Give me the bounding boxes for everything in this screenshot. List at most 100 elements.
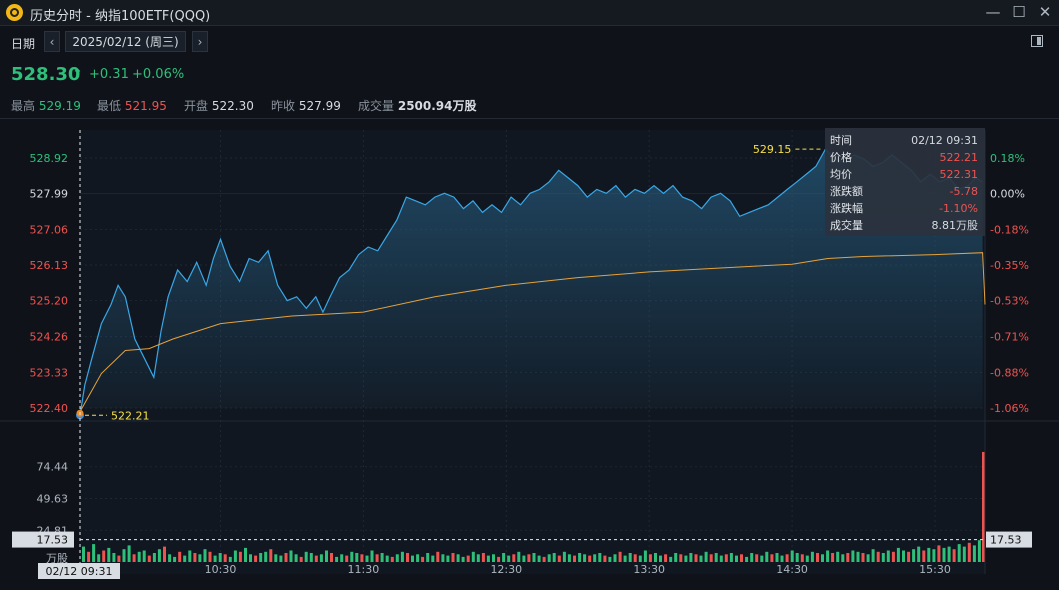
volume-bar xyxy=(628,553,632,562)
volume-bar xyxy=(704,551,708,562)
volume-bar xyxy=(350,551,354,562)
volume-bar xyxy=(537,555,541,562)
stat-low: 最低 521.95 xyxy=(97,97,167,114)
next-day-button[interactable]: › xyxy=(192,31,208,52)
volume-bar xyxy=(785,554,789,562)
volume-bar xyxy=(400,551,404,562)
volume-bar xyxy=(871,549,875,562)
volume-bar xyxy=(213,555,217,562)
close-button[interactable]: ✕ xyxy=(1038,3,1052,21)
stat-label: 开盘 xyxy=(184,99,209,113)
volume-bar xyxy=(436,551,440,562)
volume-bar xyxy=(598,553,602,562)
volume-bar xyxy=(446,555,450,562)
volume-bar xyxy=(502,553,506,562)
volume-unit: 万股 xyxy=(46,552,68,565)
volume-bar xyxy=(821,554,824,562)
volume-bar xyxy=(264,551,268,562)
volume-bar xyxy=(755,554,759,562)
y-tick-price: 525.20 xyxy=(30,295,69,308)
volume-bar xyxy=(664,554,668,562)
volume-bar xyxy=(355,553,359,562)
volume-bar xyxy=(562,551,566,562)
volume-bar xyxy=(972,545,976,562)
tooltip-value: 522.21 xyxy=(940,151,979,164)
volume-bar xyxy=(173,556,177,562)
prev-day-button[interactable]: ‹ xyxy=(44,31,60,52)
volume-bar xyxy=(719,555,723,562)
y-tick-price: 527.06 xyxy=(30,223,69,236)
volume-bar xyxy=(648,554,652,562)
stat-prev-close: 昨收 527.99 xyxy=(271,97,341,114)
x-tick-label: 11:30 xyxy=(348,563,380,576)
volume-bar xyxy=(335,556,339,562)
tooltip-label: 涨跌额 xyxy=(830,184,863,198)
volume-bar xyxy=(816,553,819,562)
x-tick-label: 15:30 xyxy=(919,563,951,576)
tooltip-label: 涨跌幅 xyxy=(830,201,863,215)
volume-bar xyxy=(269,549,273,562)
volume-bar xyxy=(881,553,885,562)
volume-bar xyxy=(947,546,951,562)
volume-bar xyxy=(567,554,571,562)
volume-bar xyxy=(203,549,207,562)
cursor-volume-right-label: 17.53 xyxy=(990,534,1022,547)
price-change: +0.31 xyxy=(89,67,129,82)
minimize-button[interactable]: — xyxy=(985,3,1001,21)
volume-bar xyxy=(441,554,445,562)
x-tick-label: 13:30 xyxy=(633,563,665,576)
volume-bar xyxy=(112,553,116,562)
volume-bar xyxy=(517,551,521,562)
volume-bar xyxy=(97,554,101,562)
toggle-panel-icon[interactable] xyxy=(1031,35,1043,47)
volume-bar xyxy=(471,551,475,562)
volume-bar xyxy=(431,555,435,562)
volume-bar xyxy=(593,554,597,562)
window-title: 历史分时 - 纳指100ETF(QQQ) xyxy=(30,9,211,24)
volume-bar xyxy=(684,555,688,562)
tooltip-value: 8.81万股 xyxy=(932,219,979,232)
x-tick-label: 12:30 xyxy=(490,563,522,576)
maximize-button[interactable]: ☐ xyxy=(1012,3,1026,21)
volume-bar xyxy=(314,555,318,562)
volume-bar-last xyxy=(982,451,985,562)
volume-bar xyxy=(370,550,374,562)
stat-label: 最低 xyxy=(97,99,122,113)
volume-bar xyxy=(547,554,551,562)
price-change-percent: +0.06% xyxy=(132,67,185,82)
volume-bar xyxy=(486,555,490,562)
volume-bar xyxy=(750,553,754,562)
volume-bar xyxy=(826,550,830,562)
volume-bar xyxy=(790,550,794,562)
volume-bar xyxy=(770,554,774,562)
volume-bar xyxy=(654,553,657,562)
volume-bar xyxy=(340,554,344,562)
volume-bar xyxy=(294,554,298,562)
volume-bar xyxy=(552,553,556,562)
date-picker[interactable]: 2025/02/12 (周三) xyxy=(65,31,186,52)
volume-bar xyxy=(330,553,333,562)
volume-bar xyxy=(299,556,303,562)
volume-bar xyxy=(259,553,263,562)
volume-bar xyxy=(492,554,495,562)
volume-bar xyxy=(618,551,622,562)
y-tick-percent: -0.35% xyxy=(990,259,1029,272)
y-tick-price: 524.26 xyxy=(30,331,69,344)
volume-bar xyxy=(714,553,718,562)
y-tick-price: 522.40 xyxy=(30,402,69,415)
volume-bar xyxy=(608,556,612,562)
volume-tick: 49.63 xyxy=(37,492,69,505)
intraday-chart[interactable]: 528.92 0.18% 527.99 0.00% 527.06 -0.18% 526.13… xyxy=(0,120,1059,590)
volume-bar xyxy=(735,555,738,562)
volume-bar xyxy=(375,554,379,562)
volume-bar xyxy=(932,549,936,562)
tooltip-value: 522.31 xyxy=(940,168,979,181)
stat-value: 522.30 xyxy=(211,99,254,113)
volume-bar xyxy=(603,555,607,562)
volume-bar xyxy=(694,554,698,562)
cursor-volume-left-box xyxy=(12,531,74,548)
volume-bar xyxy=(416,554,420,562)
volume-bar xyxy=(856,551,860,562)
volume-bar xyxy=(831,553,835,562)
volume-bar xyxy=(542,556,546,562)
